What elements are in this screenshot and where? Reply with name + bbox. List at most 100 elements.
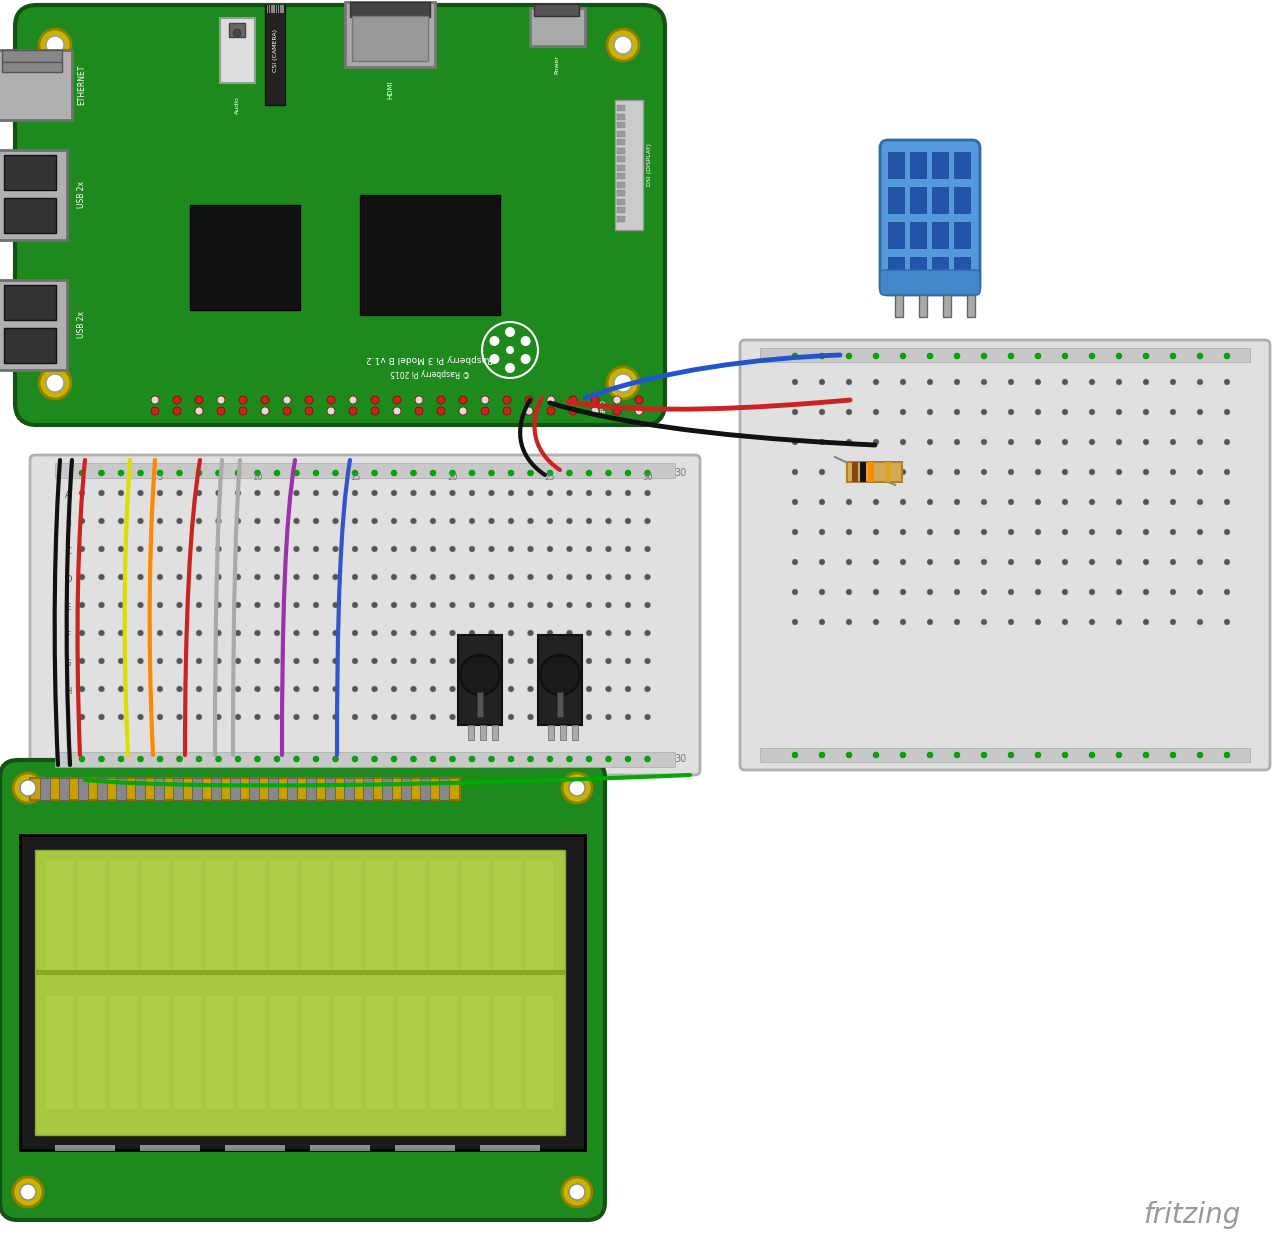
Circle shape <box>1009 588 1014 595</box>
Circle shape <box>255 573 261 580</box>
Circle shape <box>1009 439 1014 445</box>
Circle shape <box>195 407 204 415</box>
Circle shape <box>489 470 494 476</box>
Bar <box>3 62 61 72</box>
Circle shape <box>196 629 202 636</box>
Circle shape <box>236 490 241 496</box>
Circle shape <box>371 756 378 763</box>
Circle shape <box>1224 559 1230 565</box>
Text: HDMI: HDMI <box>387 81 393 100</box>
Circle shape <box>326 396 335 404</box>
Circle shape <box>215 658 221 664</box>
Circle shape <box>293 546 300 552</box>
Circle shape <box>137 602 143 608</box>
Circle shape <box>468 756 475 763</box>
Circle shape <box>137 658 143 664</box>
Circle shape <box>873 353 879 360</box>
Circle shape <box>586 490 591 496</box>
Circle shape <box>873 620 879 624</box>
Circle shape <box>980 409 987 415</box>
Bar <box>954 221 970 248</box>
Circle shape <box>1197 379 1203 384</box>
Bar <box>525 860 554 975</box>
Circle shape <box>873 559 879 565</box>
Circle shape <box>333 546 338 552</box>
Circle shape <box>177 546 183 552</box>
Text: fritzing: fritzing <box>1143 1200 1240 1229</box>
Circle shape <box>255 518 261 524</box>
Circle shape <box>177 573 183 580</box>
Bar <box>617 182 625 188</box>
Bar <box>97 778 108 800</box>
Circle shape <box>79 573 84 580</box>
Circle shape <box>547 396 556 404</box>
Circle shape <box>430 546 436 552</box>
Circle shape <box>177 470 183 476</box>
Circle shape <box>79 470 84 476</box>
Circle shape <box>900 529 906 535</box>
Circle shape <box>157 714 163 720</box>
Bar <box>572 725 579 740</box>
Circle shape <box>352 518 358 524</box>
Circle shape <box>215 546 221 552</box>
Circle shape <box>567 602 572 608</box>
Circle shape <box>591 407 599 415</box>
Circle shape <box>625 658 631 664</box>
Circle shape <box>645 602 650 608</box>
Circle shape <box>99 573 105 580</box>
Circle shape <box>1143 379 1149 384</box>
Circle shape <box>873 588 879 595</box>
Circle shape <box>137 714 143 720</box>
Bar <box>55 753 675 768</box>
Circle shape <box>927 469 933 475</box>
Circle shape <box>927 620 933 624</box>
Circle shape <box>314 518 319 524</box>
Circle shape <box>547 573 553 580</box>
Circle shape <box>99 685 105 692</box>
Circle shape <box>508 518 515 524</box>
Circle shape <box>547 714 553 720</box>
Circle shape <box>1170 588 1176 595</box>
Bar <box>895 295 902 317</box>
Circle shape <box>415 407 422 415</box>
FancyBboxPatch shape <box>0 760 605 1220</box>
Circle shape <box>489 573 494 580</box>
Bar <box>493 995 522 1110</box>
Circle shape <box>1116 529 1123 535</box>
Circle shape <box>137 629 143 636</box>
Circle shape <box>411 756 416 763</box>
Circle shape <box>547 629 553 636</box>
Circle shape <box>927 529 933 535</box>
Text: Raspberry Pi 3 Model B v1.2: Raspberry Pi 3 Model B v1.2 <box>366 353 493 362</box>
Circle shape <box>506 327 515 337</box>
Circle shape <box>305 407 314 415</box>
Bar <box>525 995 554 1110</box>
Circle shape <box>352 685 358 692</box>
Circle shape <box>489 602 494 608</box>
Circle shape <box>1036 588 1041 595</box>
Text: 20: 20 <box>447 474 458 483</box>
Circle shape <box>489 756 494 763</box>
Circle shape <box>352 602 358 608</box>
Circle shape <box>468 714 475 720</box>
Circle shape <box>567 546 572 552</box>
Circle shape <box>1170 353 1176 360</box>
Circle shape <box>980 353 987 360</box>
Circle shape <box>607 29 639 61</box>
Bar <box>954 258 970 282</box>
Bar <box>401 778 411 800</box>
Text: USB 2x: USB 2x <box>78 311 87 338</box>
FancyBboxPatch shape <box>881 270 980 295</box>
Circle shape <box>547 518 553 524</box>
Circle shape <box>1143 409 1149 415</box>
Circle shape <box>137 685 143 692</box>
Circle shape <box>635 396 643 404</box>
Text: Audio: Audio <box>234 96 239 114</box>
Circle shape <box>1197 620 1203 624</box>
Circle shape <box>508 714 515 720</box>
Circle shape <box>79 685 84 692</box>
Circle shape <box>236 629 241 636</box>
Circle shape <box>819 559 826 565</box>
Circle shape <box>236 756 241 763</box>
Bar <box>617 148 625 153</box>
